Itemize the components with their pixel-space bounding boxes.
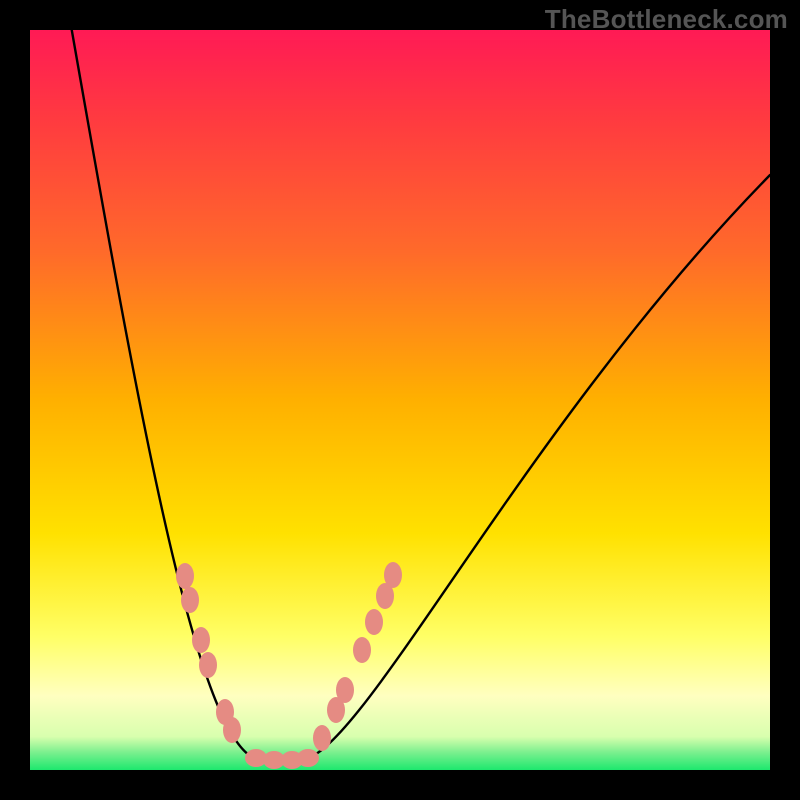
watermark-text: TheBottleneck.com [545,4,788,35]
data-marker [353,637,371,663]
data-marker [176,563,194,589]
data-marker [336,677,354,703]
chart-frame: TheBottleneck.com [0,0,800,800]
data-marker [297,749,319,767]
chart-overlay [0,0,800,800]
data-marker [313,725,331,751]
data-marker [192,627,210,653]
data-marker [199,652,217,678]
data-marker [384,562,402,588]
data-marker [181,587,199,613]
bottleneck-curve [70,20,770,760]
data-marker [365,609,383,635]
data-marker [223,717,241,743]
